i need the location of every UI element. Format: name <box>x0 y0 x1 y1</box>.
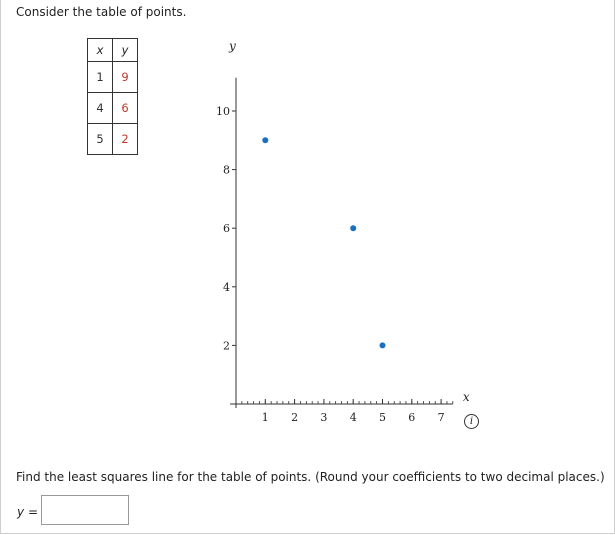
answer-label: y = <box>17 505 38 519</box>
points-table: x y 1 9 4 6 5 2 <box>87 38 138 155</box>
table-cell-x: 1 <box>87 61 113 93</box>
table-row: 4 6 <box>87 92 138 124</box>
table-row: 1 9 <box>87 61 138 93</box>
x-tick-label: 2 <box>291 411 298 422</box>
table-cell-x: 5 <box>87 123 113 155</box>
x-axis-label: x <box>463 390 470 404</box>
x-tick-label: 4 <box>350 411 357 422</box>
table-header-x: x <box>87 38 113 62</box>
x-tick-label: 6 <box>408 411 415 422</box>
table-header-row: x y <box>87 38 138 62</box>
data-point <box>379 342 386 349</box>
x-tick-label: 7 <box>438 411 445 422</box>
y-axis-label: y <box>228 39 236 53</box>
answer-label-var: y <box>17 505 25 519</box>
scatter-plot: 1 2 3 4 5 6 7 2 4 6 8 10 x y <box>216 39 470 422</box>
table-cell-y: 9 <box>112 61 138 93</box>
x-tick-label: 3 <box>320 411 327 422</box>
y-tick-label: 2 <box>223 339 230 352</box>
table-cell-y: 6 <box>112 92 138 124</box>
info-icon[interactable]: i <box>464 414 479 429</box>
question-text: Find the least squares line for the tabl… <box>16 470 605 484</box>
data-point <box>350 225 357 232</box>
y-tick-label: 6 <box>223 222 230 235</box>
x-tick-label: 5 <box>379 411 386 422</box>
x-tick-label: 1 <box>262 411 269 422</box>
y-tick-label: 8 <box>223 164 230 177</box>
table-cell-x: 4 <box>87 92 113 124</box>
answer-label-eq: = <box>27 505 38 519</box>
y-tick-label: 4 <box>223 281 230 294</box>
intro-text: Consider the table of points. <box>16 5 187 19</box>
table-header-y: y <box>112 38 138 62</box>
answer-input[interactable] <box>41 495 129 525</box>
table-cell-y: 2 <box>112 123 138 155</box>
data-point <box>262 137 269 144</box>
y-tick-label: 10 <box>216 105 230 118</box>
table-row: 5 2 <box>87 123 138 155</box>
